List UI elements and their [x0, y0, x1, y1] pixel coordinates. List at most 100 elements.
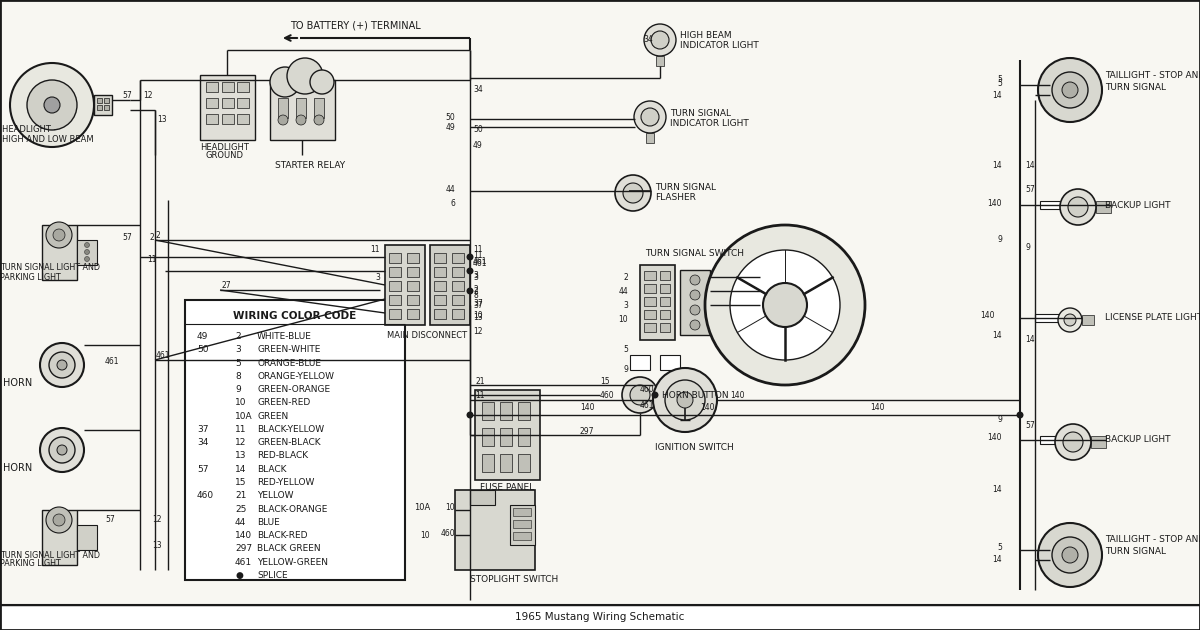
Bar: [660, 271, 670, 280]
Text: 8: 8: [473, 290, 478, 299]
Bar: [77, 525, 97, 550]
Bar: [434, 281, 446, 291]
Circle shape: [58, 360, 67, 370]
Text: BLACK-YELLOW: BLACK-YELLOW: [257, 425, 324, 434]
Bar: [1050, 557, 1060, 565]
Text: 12: 12: [143, 91, 152, 101]
Bar: [314, 98, 324, 118]
Circle shape: [690, 320, 700, 330]
Circle shape: [650, 31, 670, 49]
Bar: [1050, 545, 1060, 553]
Text: 9: 9: [623, 365, 628, 374]
Text: 8: 8: [235, 372, 241, 381]
Bar: [644, 297, 656, 306]
Bar: [482, 402, 494, 420]
Text: 21: 21: [235, 491, 246, 500]
Text: 37: 37: [473, 301, 482, 309]
Text: SPLICE: SPLICE: [257, 571, 288, 580]
Circle shape: [706, 225, 865, 385]
Text: 2: 2: [473, 285, 478, 294]
Bar: [518, 402, 530, 420]
Text: INDICATOR LIGHT: INDICATOR LIGHT: [670, 118, 749, 127]
Circle shape: [310, 70, 334, 94]
Circle shape: [49, 437, 74, 463]
Bar: [407, 295, 419, 305]
Text: 11: 11: [235, 425, 246, 434]
Circle shape: [53, 514, 65, 526]
Circle shape: [287, 58, 323, 94]
Text: TAILLIGHT - STOP AND: TAILLIGHT - STOP AND: [1105, 71, 1200, 79]
Text: 12: 12: [235, 438, 246, 447]
Bar: [452, 253, 464, 263]
Bar: [500, 428, 512, 446]
Bar: [270, 80, 335, 140]
Text: BACKUP LIGHT: BACKUP LIGHT: [1105, 435, 1170, 445]
Text: 14: 14: [992, 91, 1002, 100]
Circle shape: [652, 391, 659, 399]
Bar: [77, 240, 97, 265]
Text: GREEN-ORANGE: GREEN-ORANGE: [257, 385, 330, 394]
Text: 460: 460: [600, 391, 614, 399]
Text: 14: 14: [1025, 336, 1034, 345]
Bar: [222, 98, 234, 108]
Circle shape: [46, 507, 72, 533]
Bar: [238, 114, 250, 124]
Circle shape: [49, 352, 74, 378]
Text: TURN SIGNAL LIGHT AND: TURN SIGNAL LIGHT AND: [0, 551, 100, 559]
Bar: [430, 245, 470, 325]
Text: 3: 3: [473, 270, 478, 280]
Circle shape: [10, 63, 94, 147]
Text: 57: 57: [122, 91, 132, 101]
Circle shape: [1062, 82, 1078, 98]
Text: TO BATTERY (+) TERMINAL: TO BATTERY (+) TERMINAL: [290, 21, 421, 31]
Text: 25: 25: [235, 505, 246, 513]
Bar: [644, 284, 656, 293]
Bar: [434, 267, 446, 277]
Bar: [518, 428, 530, 446]
Circle shape: [1062, 547, 1078, 563]
Bar: [97, 98, 102, 103]
Text: 3: 3: [473, 273, 478, 282]
Text: HEADLIGHT -: HEADLIGHT -: [2, 125, 56, 134]
Text: 140: 140: [870, 403, 884, 413]
Bar: [482, 428, 494, 446]
Text: 5: 5: [235, 358, 241, 368]
Circle shape: [665, 380, 706, 420]
Text: INDICATOR LIGHT: INDICATOR LIGHT: [680, 42, 758, 50]
Text: YELLOW: YELLOW: [257, 491, 294, 500]
Bar: [389, 295, 401, 305]
Text: 10A: 10A: [414, 503, 430, 512]
Bar: [1082, 315, 1094, 325]
Text: 461: 461: [235, 558, 252, 566]
Text: 14: 14: [992, 331, 1002, 340]
Text: 15: 15: [235, 478, 246, 487]
Text: 140: 140: [980, 311, 995, 321]
Text: ORANGE-BLUE: ORANGE-BLUE: [257, 358, 322, 368]
Text: 34: 34: [197, 438, 209, 447]
Text: 460: 460: [197, 491, 214, 500]
Text: 10A: 10A: [235, 412, 253, 421]
Circle shape: [730, 250, 840, 360]
Text: ORANGE-YELLOW: ORANGE-YELLOW: [257, 372, 334, 381]
Circle shape: [1060, 189, 1096, 225]
Bar: [514, 520, 530, 528]
Text: 15: 15: [600, 377, 610, 386]
Circle shape: [634, 101, 666, 133]
Circle shape: [690, 275, 700, 285]
Bar: [434, 295, 446, 305]
Text: PARKING LIGHT: PARKING LIGHT: [0, 559, 61, 568]
Text: 461: 461: [473, 258, 487, 268]
Text: ●: ●: [235, 571, 242, 580]
Text: 14: 14: [992, 486, 1002, 495]
Bar: [42, 225, 77, 280]
Bar: [660, 355, 680, 370]
Bar: [452, 281, 464, 291]
Text: YELLOW-GREEN: YELLOW-GREEN: [257, 558, 328, 566]
Text: 2: 2: [150, 232, 155, 241]
Bar: [660, 310, 670, 319]
Text: MAIN DISCONNECT: MAIN DISCONNECT: [386, 331, 467, 340]
Bar: [514, 532, 530, 540]
Text: 461: 461: [473, 256, 487, 265]
Bar: [616, 187, 629, 195]
Text: 14: 14: [992, 161, 1002, 169]
